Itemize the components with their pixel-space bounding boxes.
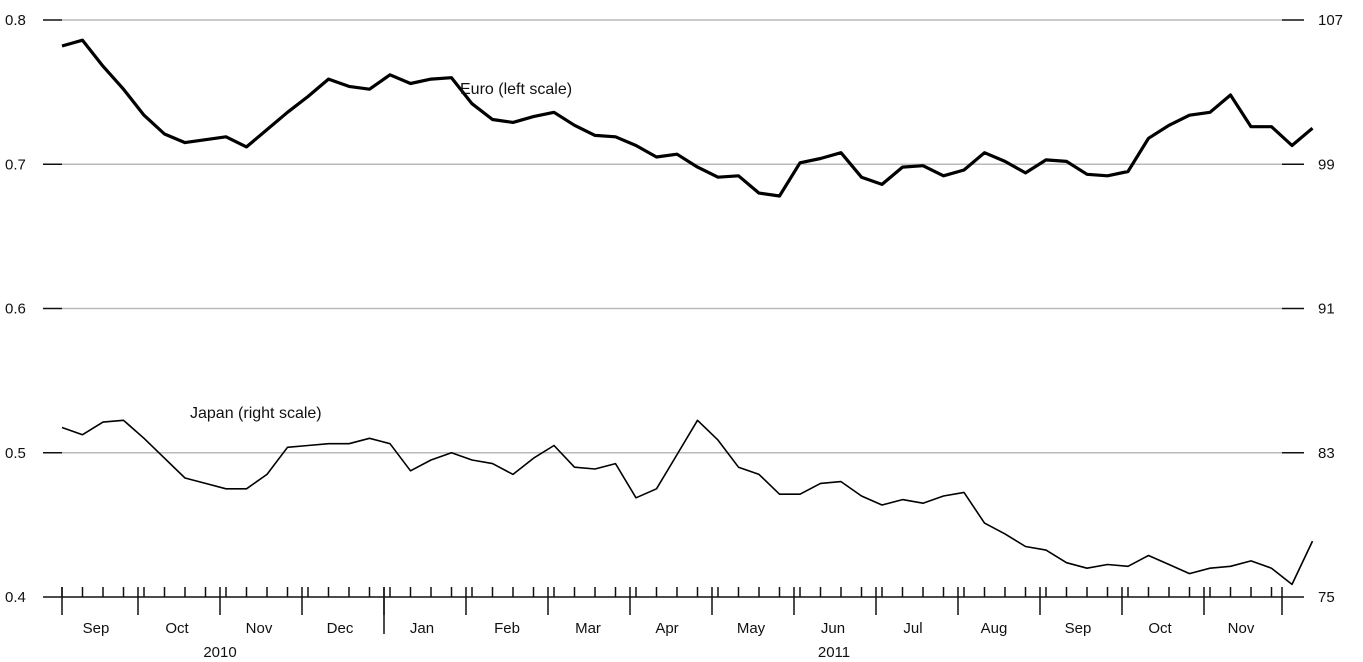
left-tick-label: 0.5 — [5, 445, 26, 462]
month-label: Mar — [575, 620, 601, 637]
right-tick-label: 99 — [1318, 156, 1335, 173]
month-label: Dec — [327, 620, 354, 637]
left-axis: 0.4 0.5 0.6 0.7 0.8 — [5, 12, 62, 606]
month-label: Oct — [165, 620, 189, 637]
japan-series-line — [61, 419, 1314, 586]
year-label: 2010 — [203, 644, 236, 661]
right-tick-label: 91 — [1318, 301, 1335, 318]
euro-series-line — [61, 38, 1314, 198]
month-label: Oct — [1148, 620, 1172, 637]
left-tick-label: 0.8 — [5, 12, 26, 29]
left-tick-label: 0.7 — [5, 156, 26, 173]
month-label: Jan — [410, 620, 434, 637]
month-label: Nov — [1228, 620, 1255, 637]
x-axis: Sep Oct Nov Dec Jan Feb Mar Apr May Jun Jul Aug Sep O… — [61, 587, 1283, 661]
gridlines — [62, 19, 1282, 454]
japan-series-label: Japan (right scale) — [190, 405, 322, 422]
month-label: Sep — [83, 620, 110, 637]
month-label: Jul — [903, 620, 922, 637]
month-label: Aug — [981, 620, 1008, 637]
right-axis: 75 83 91 99 107 — [1282, 12, 1343, 606]
euro-series-label: Euro (left scale) — [460, 81, 572, 98]
month-label: Jun — [821, 620, 845, 637]
month-label: Nov — [246, 620, 273, 637]
right-tick-label: 75 — [1318, 589, 1335, 606]
right-tick-label: 83 — [1318, 445, 1335, 462]
month-label: Feb — [494, 620, 520, 637]
series-lines — [61, 38, 1314, 586]
month-label: May — [737, 620, 766, 637]
month-label: Sep — [1065, 620, 1092, 637]
year-label: 2011 — [818, 644, 850, 661]
left-tick-label: 0.6 — [5, 301, 26, 318]
right-tick-label: 107 — [1318, 12, 1343, 29]
month-label: Apr — [655, 620, 678, 637]
left-tick-label: 0.4 — [5, 589, 26, 606]
